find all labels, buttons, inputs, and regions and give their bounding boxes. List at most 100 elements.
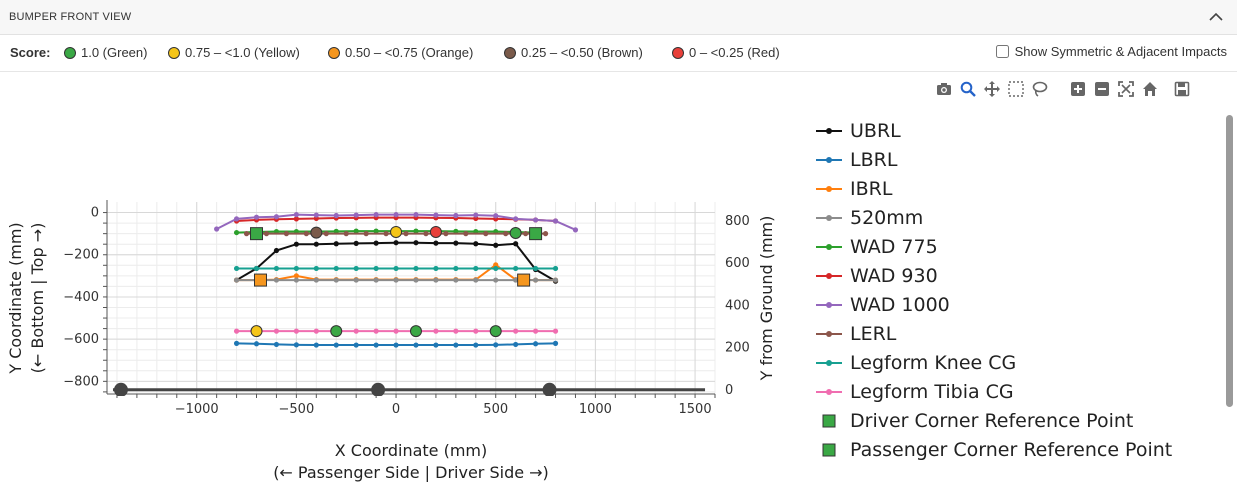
data-point bbox=[473, 212, 479, 218]
data-point bbox=[433, 342, 439, 348]
y2-tick-label: 600 bbox=[725, 256, 750, 271]
data-point bbox=[413, 228, 419, 234]
data-point bbox=[293, 273, 299, 279]
impact-marker bbox=[250, 325, 263, 338]
data-point bbox=[373, 240, 379, 246]
y2-tick-label: 800 bbox=[725, 214, 750, 229]
legend-marker-swatch bbox=[826, 302, 832, 308]
data-point bbox=[373, 328, 379, 334]
brown-dot-icon bbox=[504, 46, 516, 59]
ground-marker bbox=[371, 382, 386, 396]
legend-label: WAD 1000 bbox=[850, 294, 950, 316]
data-point bbox=[253, 214, 260, 220]
bumper-chart[interactable]: −1000 −500 0 500 1000 1500 0 −200 −400 −600 −800 80… bbox=[0, 100, 1237, 485]
legend-label: UBRL bbox=[850, 120, 901, 142]
legend-marker-swatch bbox=[826, 215, 832, 221]
data-point bbox=[393, 328, 399, 334]
score-legend-label: 0.50 – <0.75 (Orange) bbox=[345, 45, 474, 60]
series-wad-1000 bbox=[214, 212, 579, 233]
data-point bbox=[513, 328, 519, 334]
legend-item: 520mm bbox=[816, 207, 923, 229]
save-icon[interactable] bbox=[1173, 80, 1191, 98]
zoom-in-icon[interactable] bbox=[1069, 80, 1087, 98]
data-point bbox=[393, 342, 399, 348]
ground-marker bbox=[113, 382, 128, 396]
data-point bbox=[313, 265, 319, 272]
series-lbrl bbox=[233, 340, 559, 348]
legend-square-swatch bbox=[822, 443, 836, 457]
zoom-out-icon[interactable] bbox=[1093, 80, 1111, 98]
data-point bbox=[513, 341, 519, 348]
data-point bbox=[363, 231, 369, 237]
x-tick-label: −500 bbox=[279, 402, 315, 417]
legend-label: Legform Tibia CG bbox=[850, 381, 1014, 403]
data-point bbox=[303, 231, 309, 237]
legend-square-swatch bbox=[822, 414, 836, 428]
box-select-icon[interactable] bbox=[1007, 80, 1025, 98]
data-point bbox=[233, 229, 240, 236]
impact-marker bbox=[489, 325, 502, 338]
data-point bbox=[233, 216, 240, 222]
x-tick-label: 500 bbox=[483, 402, 508, 417]
data-point bbox=[513, 216, 519, 222]
data-point bbox=[353, 328, 359, 334]
data-point bbox=[572, 227, 579, 233]
x-axis-subtitle: (← Passenger Side | Driver Side →) bbox=[273, 463, 549, 482]
home-icon[interactable] bbox=[1141, 80, 1159, 98]
data-point bbox=[552, 265, 559, 272]
x-tick-label: 1000 bbox=[579, 402, 612, 417]
x-tick-label: −1000 bbox=[175, 402, 219, 417]
score-legend-label: 0.25 – <0.50 (Brown) bbox=[521, 45, 643, 60]
data-point bbox=[423, 231, 429, 237]
legend-item: WAD 930 bbox=[816, 265, 938, 287]
legend-scrollbar[interactable] bbox=[1226, 115, 1233, 407]
legend-item: Driver Corner Reference Point bbox=[822, 410, 1133, 432]
panel-header: BUMPER FRONT VIEW bbox=[0, 0, 1237, 35]
data-point bbox=[513, 265, 519, 272]
score-legend-label: 0 – <0.25 (Red) bbox=[689, 45, 780, 60]
data-point bbox=[333, 212, 339, 219]
legend-item: Legform Tibia CG bbox=[816, 381, 1014, 403]
score-legend-yellow: 0.75 – <1.0 (Yellow) bbox=[168, 45, 300, 60]
zoom-icon[interactable] bbox=[959, 80, 977, 98]
data-point bbox=[373, 277, 379, 283]
autoscale-icon[interactable] bbox=[1117, 80, 1135, 98]
data-point bbox=[313, 212, 319, 218]
pan-icon[interactable] bbox=[983, 80, 1001, 98]
data-point bbox=[453, 342, 459, 348]
data-point bbox=[532, 341, 539, 347]
chart-legend: UBRL LBRL IBRL 520mm WAD 775 WAD 930 WAD 1000 L… bbox=[816, 120, 1172, 461]
data-point bbox=[383, 231, 389, 237]
legend-item: WAD 1000 bbox=[816, 294, 950, 316]
legend-item: Legform Knee CG bbox=[816, 352, 1016, 374]
show-symmetric-toggle[interactable]: Show Symmetric & Adjacent Impacts bbox=[995, 44, 1227, 59]
data-point bbox=[453, 228, 459, 234]
legend-marker-swatch bbox=[826, 128, 832, 134]
data-point bbox=[353, 240, 359, 246]
data-point bbox=[483, 231, 489, 237]
data-point bbox=[243, 231, 250, 237]
data-point bbox=[473, 265, 479, 272]
data-point bbox=[473, 342, 479, 348]
impact-marker bbox=[509, 227, 522, 240]
data-point bbox=[493, 262, 499, 268]
y2-tick-label: 0 bbox=[725, 383, 733, 398]
data-point bbox=[552, 328, 559, 334]
data-point bbox=[433, 240, 439, 246]
series-legform-tibia-cg bbox=[233, 328, 559, 334]
data-point bbox=[493, 265, 499, 272]
x-axis-title: X Coordinate (mm) bbox=[335, 441, 488, 460]
score-legend-orange: 0.50 – <0.75 (Orange) bbox=[328, 45, 473, 60]
data-point bbox=[313, 328, 319, 334]
camera-icon[interactable] bbox=[935, 80, 953, 98]
chevron-up-icon[interactable] bbox=[1207, 8, 1225, 26]
reference-point-marker bbox=[250, 227, 264, 241]
lasso-icon[interactable] bbox=[1031, 80, 1049, 98]
show-symmetric-checkbox[interactable] bbox=[995, 45, 1009, 58]
y-axis-subtitle: (← Bottom | Top →) bbox=[28, 223, 47, 374]
data-point bbox=[453, 240, 459, 246]
data-point bbox=[413, 265, 419, 272]
data-point bbox=[333, 342, 339, 348]
data-point bbox=[293, 241, 299, 247]
data-point bbox=[413, 240, 419, 246]
